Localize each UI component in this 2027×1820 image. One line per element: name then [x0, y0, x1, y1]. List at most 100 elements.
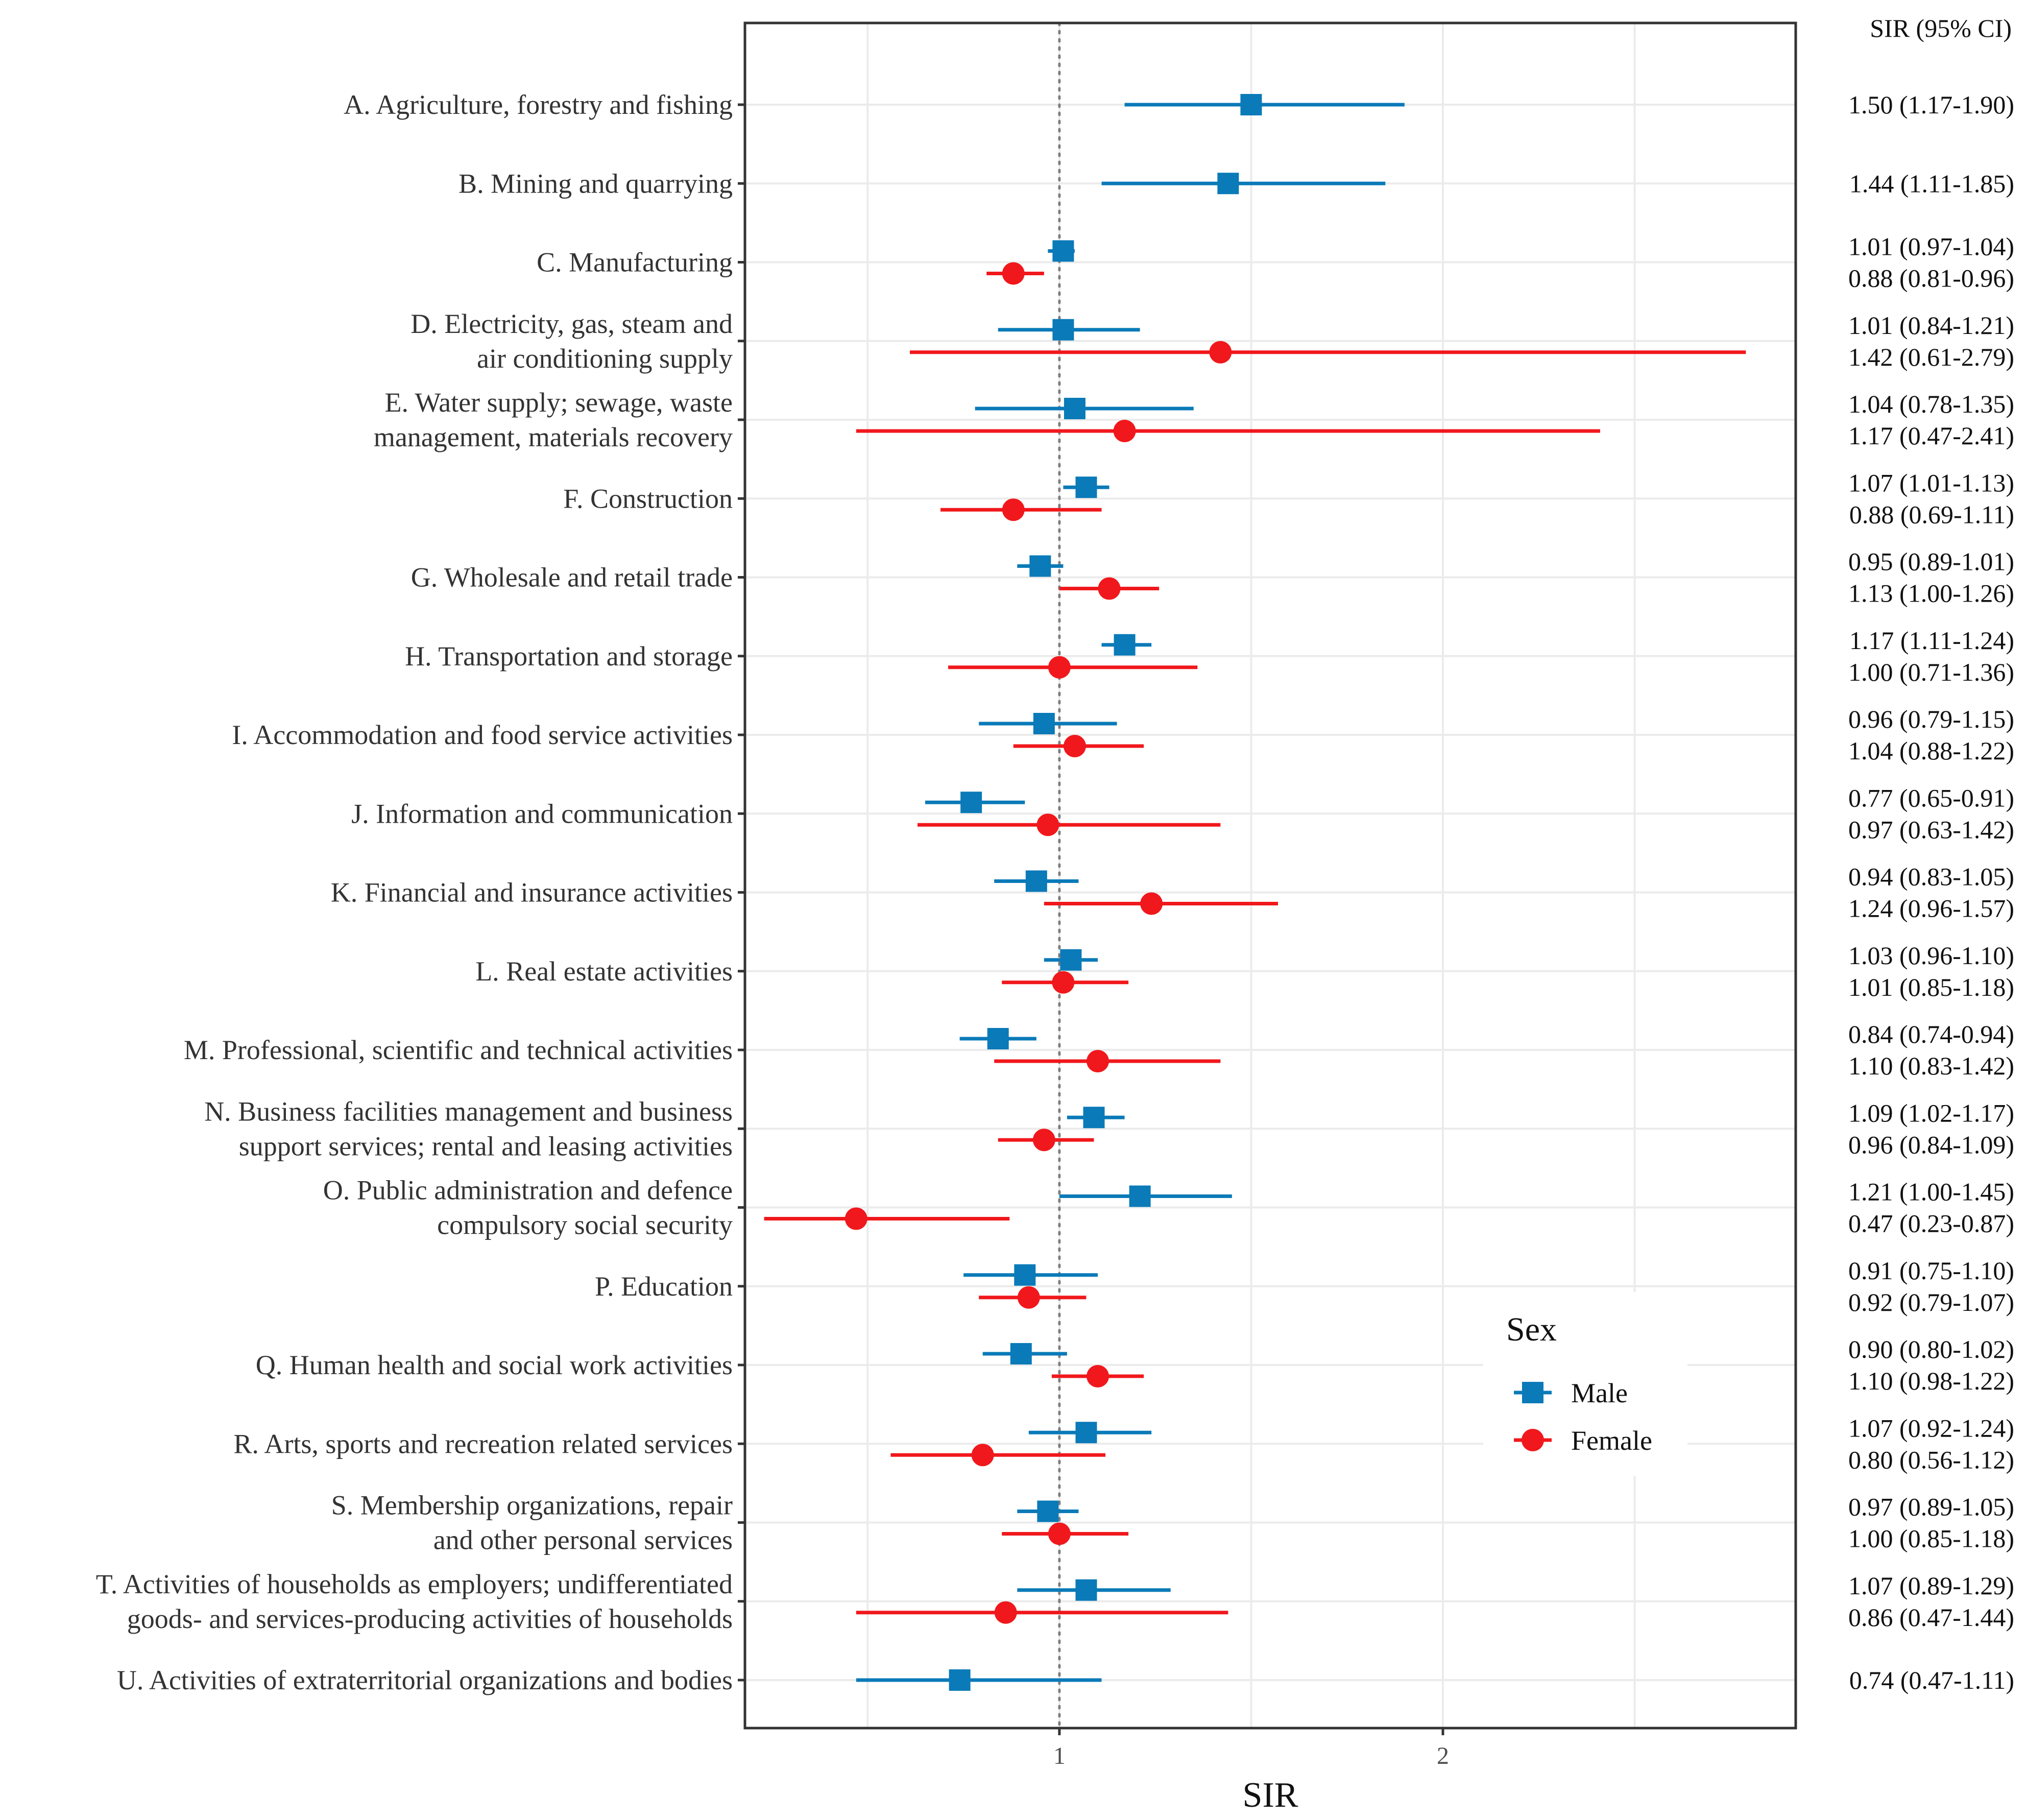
- category-label: F. Construction: [563, 483, 733, 514]
- female-sir-point: [971, 1444, 994, 1467]
- category-label: C. Manufacturing: [537, 247, 733, 278]
- female-sir-point: [1113, 420, 1136, 442]
- male-sir-value: 1.01 (0.84-1.21): [1848, 311, 2014, 340]
- male-sir-value: 1.09 (1.02-1.17): [1848, 1098, 2014, 1127]
- female-sir-point: [1017, 1286, 1040, 1309]
- male-sir-value: 1.01 (0.97-1.04): [1848, 232, 2014, 261]
- sir-column-header: SIR (95% CI): [1870, 14, 2012, 42]
- category-label: K. Financial and insurance activities: [331, 877, 733, 908]
- female-sir-value: 1.17 (0.47-2.41): [1848, 421, 2014, 450]
- female-sir-value: 1.24 (0.96-1.57): [1848, 894, 2014, 923]
- legend-female-circle: [1522, 1429, 1544, 1451]
- sir-values: 1.50 (1.17-1.90) 1.44 (1.11-1.85) 1.01 (0.…: [1848, 90, 2014, 1694]
- category-label: H. Transportation and storage: [405, 641, 733, 672]
- male-sir-value: 0.90 (0.80-1.02): [1848, 1335, 2014, 1363]
- category-label: J. Information and communication: [351, 798, 733, 829]
- female-sir-value: 0.47 (0.23-0.87): [1848, 1209, 2014, 1238]
- female-sir-value: 1.01 (0.85-1.18): [1848, 973, 2014, 1001]
- male-sir-value: 1.17 (1.11-1.24): [1849, 626, 2014, 655]
- female-sir-point: [1098, 577, 1121, 600]
- x-axis-title: SIR: [1243, 1776, 1298, 1815]
- category-label: U. Activities of extraterritorial organi…: [117, 1665, 733, 1695]
- female-sir-value: 1.10 (0.98-1.22): [1848, 1367, 2014, 1395]
- category-label: B. Mining and quarrying: [459, 168, 733, 199]
- female-sir-point: [1036, 813, 1059, 836]
- female-sir-point: [994, 1601, 1017, 1624]
- category-label: A. Agriculture, forestry and fishing: [344, 89, 733, 120]
- category-label: air conditioning supply: [477, 343, 733, 374]
- male-sir-value: 0.96 (0.79-1.15): [1848, 705, 2014, 733]
- male-sir-point: [1075, 1579, 1097, 1601]
- category-label: R. Arts, sports and recreation related s…: [233, 1428, 733, 1459]
- female-sir-value: 1.13 (1.00-1.26): [1848, 579, 2014, 608]
- category-label: O. Public administration and defence: [323, 1175, 733, 1206]
- legend-title: Sex: [1506, 1311, 1557, 1348]
- male-sir-point: [1217, 173, 1239, 195]
- category-label: L. Real estate activities: [475, 956, 733, 987]
- male-sir-point: [1052, 240, 1074, 262]
- male-sir-value: 1.50 (1.17-1.90): [1848, 90, 2014, 119]
- category-label: P. Education: [595, 1271, 733, 1302]
- male-sir-value: 1.44 (1.11-1.85): [1849, 169, 2014, 198]
- female-sir-value: 1.10 (0.83-1.42): [1848, 1051, 2014, 1080]
- female-sir-value: 0.92 (0.79-1.07): [1848, 1288, 2014, 1316]
- female-sir-value: 1.04 (0.88-1.22): [1848, 736, 2014, 765]
- category-label: goods- and services-producing activities…: [127, 1603, 733, 1634]
- male-sir-point: [1240, 94, 1262, 115]
- female-sir-point: [1052, 971, 1075, 994]
- category-label: S. Membership organizations, repair: [331, 1490, 733, 1521]
- category-label: management, materials recovery: [374, 422, 733, 452]
- female-sir-point: [1209, 341, 1232, 364]
- male-sir-point: [1052, 319, 1074, 341]
- female-sir-value: 0.86 (0.47-1.44): [1848, 1603, 2014, 1632]
- male-sir-point: [1114, 634, 1136, 656]
- male-sir-value: 1.04 (0.78-1.35): [1848, 390, 2014, 418]
- male-sir-point: [1083, 1107, 1105, 1129]
- male-sir-value: 0.84 (0.74-0.94): [1848, 1020, 2014, 1048]
- male-sir-value: 0.97 (0.89-1.05): [1848, 1493, 2014, 1521]
- male-sir-point: [1037, 1500, 1059, 1522]
- male-sir-point: [987, 1028, 1009, 1049]
- male-sir-point: [1014, 1264, 1036, 1286]
- category-label: I. Accommodation and food service activi…: [232, 720, 733, 750]
- legend-male-label: Male: [1571, 1378, 1628, 1408]
- male-sir-value: 1.07 (1.01-1.13): [1848, 468, 2014, 497]
- female-sir-value: 0.80 (0.56-1.12): [1848, 1445, 2014, 1474]
- category-label: Q. Human health and social work activiti…: [256, 1350, 733, 1380]
- y-axis-ticks: [738, 103, 745, 1682]
- male-sir-point: [1029, 555, 1051, 577]
- female-sir-point: [1032, 1129, 1055, 1152]
- category-label: N. Business facilities management and bu…: [204, 1096, 733, 1127]
- female-sir-point: [1048, 656, 1071, 679]
- male-sir-point: [1075, 1422, 1097, 1444]
- x-tick-label: 2: [1437, 1742, 1449, 1769]
- female-sir-value: 0.96 (0.84-1.09): [1848, 1130, 2014, 1159]
- female-sir-point: [1063, 735, 1086, 757]
- male-sir-point: [1025, 870, 1047, 892]
- female-sir-point: [1140, 892, 1163, 915]
- female-sir-point: [1002, 262, 1025, 285]
- male-sir-value: 0.74 (0.47-1.11): [1849, 1666, 2014, 1694]
- category-label: support services; rental and leasing act…: [239, 1131, 733, 1161]
- female-sir-point: [844, 1207, 867, 1230]
- category-label: G. Wholesale and retail trade: [411, 562, 733, 593]
- female-sir-point: [1087, 1365, 1109, 1387]
- male-sir-point: [1010, 1343, 1032, 1364]
- male-sir-value: 1.07 (0.92-1.24): [1848, 1414, 2014, 1442]
- legend-box: [1483, 1292, 1687, 1476]
- female-sir-value: 0.88 (0.81-0.96): [1848, 264, 2014, 293]
- category-label: compulsory social security: [437, 1210, 733, 1240]
- male-sir-point: [949, 1669, 971, 1691]
- male-sir-point: [1075, 476, 1097, 498]
- category-label: D. Electricity, gas, steam and: [411, 308, 733, 339]
- grid-layer: [745, 23, 1796, 1728]
- category-labels: A. Agriculture, forestry and fishing B. M…: [96, 89, 733, 1695]
- male-sir-point: [960, 792, 982, 813]
- female-sir-point: [1002, 498, 1025, 521]
- male-sir-value: 0.94 (0.83-1.05): [1848, 863, 2014, 891]
- female-sir-value: 1.00 (0.85-1.18): [1848, 1524, 2014, 1553]
- male-sir-value: 1.21 (1.00-1.45): [1848, 1178, 2014, 1206]
